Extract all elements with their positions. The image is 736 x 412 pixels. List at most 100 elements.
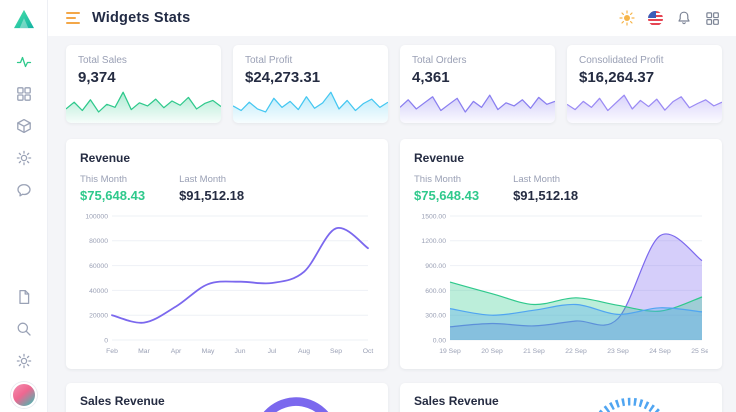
this-month-label: This Month <box>80 174 127 185</box>
user-avatar[interactable] <box>10 382 37 408</box>
sidebar-item-packages[interactable] <box>9 111 39 141</box>
svg-text:Mar: Mar <box>138 348 150 355</box>
revenue-row: Revenue This Month $75,648.43 Last Month… <box>66 139 722 369</box>
svg-text:300.00: 300.00 <box>425 313 446 320</box>
total-sales-sparkline <box>66 91 221 123</box>
file-icon <box>18 289 29 305</box>
last-month-label: Last Month <box>513 174 561 185</box>
svg-text:Jul: Jul <box>268 348 277 355</box>
sales-revenue-row: Sales Revenue $9,641.36 Sales Revenue $9… <box>66 383 722 412</box>
stat-label: Consolidated Profit <box>579 55 664 66</box>
content: Total Sales 9,374 Total Profit $24,273.3… <box>48 36 736 412</box>
last-month-label: Last Month <box>179 174 227 185</box>
svg-text:0.00: 0.00 <box>433 337 446 344</box>
page-title: Widgets Stats <box>92 10 191 26</box>
stat-value: $16,264.37 <box>579 69 655 86</box>
menu-toggle-icon[interactable] <box>66 12 80 24</box>
sales-revenue-card-left: Sales Revenue $9,641.36 <box>66 383 388 412</box>
search-icon <box>17 322 31 336</box>
theme-toggle-button[interactable] <box>619 10 635 26</box>
svg-text:Jun: Jun <box>235 348 246 355</box>
sidebar-item-activity[interactable] <box>9 47 39 77</box>
svg-text:1500.00: 1500.00 <box>421 213 446 220</box>
sidebar-item-search[interactable] <box>9 314 39 344</box>
cube-icon <box>16 118 31 134</box>
svg-text:20 Sep: 20 Sep <box>481 348 503 355</box>
notifications-button[interactable] <box>676 10 692 26</box>
revenue-stats: This Month $75,648.43 Last Month $91,512… <box>80 174 374 203</box>
svg-text:600.00: 600.00 <box>425 288 446 295</box>
total-profit-sparkline <box>233 91 388 123</box>
svg-text:Apr: Apr <box>171 348 182 355</box>
this-month-label: This Month <box>414 174 461 185</box>
revenue-area-card: Revenue This Month $75,648.43 Last Month… <box>400 139 722 369</box>
last-month-value: $91,512.18 <box>179 188 245 203</box>
total-orders-sparkline <box>400 94 555 123</box>
revenue-line-chart: 0 20000 40000 60000 80000 100000 Feb Mar Apr May J… <box>85 213 374 355</box>
revenue-area-chart: 0.00 300.00 600.00 900.00 1200.00 1500.00 19 S… <box>421 213 708 355</box>
svg-text:25 Sep: 25 Sep <box>691 348 708 355</box>
sun-icon <box>619 10 635 26</box>
last-month-value: $91,512.18 <box>513 188 579 203</box>
apps-menu-button[interactable] <box>705 11 720 26</box>
svg-text:22 Sep: 22 Sep <box>565 348 587 355</box>
card-title: Sales Revenue <box>80 394 165 408</box>
stat-card-total-profit: Total Profit $24,273.31 <box>233 45 388 123</box>
brand-logo[interactable] <box>13 9 35 34</box>
grid-icon <box>16 87 31 101</box>
stat-value: 4,361 <box>412 69 450 86</box>
stats-row: Total Sales 9,374 Total Profit $24,273.3… <box>66 45 722 123</box>
stat-value: $24,273.31 <box>245 69 321 86</box>
main-area: Widgets Stats <box>48 0 736 412</box>
stat-label: Total Sales <box>78 55 127 66</box>
card-title: Revenue <box>414 151 465 165</box>
stat-label: Total Profit <box>245 55 293 66</box>
settings-icon <box>16 353 31 369</box>
card-title: Sales Revenue <box>414 394 499 408</box>
top-bar: Widgets Stats <box>48 0 736 36</box>
sidebar-item-settings[interactable] <box>9 143 39 173</box>
sidebar-item-widgets[interactable] <box>9 79 39 109</box>
sales-revenue-card-right: Sales Revenue $9,641.36 <box>400 383 722 412</box>
svg-text:20000: 20000 <box>89 313 108 320</box>
stat-value: 9,374 <box>78 69 116 86</box>
svg-text:900.00: 900.00 <box>425 263 446 270</box>
svg-text:100000: 100000 <box>85 213 108 220</box>
svg-text:23 Sep: 23 Sep <box>607 348 629 355</box>
svg-text:May: May <box>202 348 215 355</box>
apps-grid-icon <box>706 11 719 25</box>
svg-text:Sep: Sep <box>330 348 342 355</box>
svg-text:Oct: Oct <box>363 348 374 355</box>
stat-card-total-sales: Total Sales 9,374 <box>66 45 221 123</box>
svg-text:Aug: Aug <box>298 348 310 355</box>
us-flag-icon <box>648 10 663 26</box>
brand-triangle-icon <box>13 9 34 29</box>
language-selector-button[interactable] <box>648 10 663 26</box>
sidebar <box>0 0 48 412</box>
card-title: Revenue <box>80 151 131 165</box>
stat-card-consolidated-profit: Consolidated Profit $16,264.37 <box>567 45 722 123</box>
stat-card-total-orders: Total Orders 4,361 <box>400 45 555 123</box>
svg-text:0: 0 <box>104 337 108 344</box>
sidebar-item-chat[interactable] <box>9 175 39 205</box>
chat-icon <box>16 183 31 197</box>
svg-text:19 Sep: 19 Sep <box>439 348 461 355</box>
svg-text:1200.00: 1200.00 <box>421 238 446 245</box>
consolidated-profit-sparkline <box>567 94 722 123</box>
svg-text:Feb: Feb <box>106 348 118 355</box>
topbar-actions <box>619 10 720 26</box>
revenue-stats: This Month $75,648.43 Last Month $91,512… <box>414 174 708 203</box>
sidebar-item-docs[interactable] <box>9 282 39 312</box>
svg-text:24 Sep: 24 Sep <box>649 348 671 355</box>
sales-revenue-donut-chart <box>253 397 339 412</box>
sales-revenue-radial-chart <box>598 397 662 412</box>
gear-icon <box>16 150 31 166</box>
svg-text:21 Sep: 21 Sep <box>523 348 545 355</box>
bell-icon <box>678 11 690 25</box>
this-month-value: $75,648.43 <box>80 188 146 203</box>
sidebar-item-preferences[interactable] <box>9 346 39 376</box>
svg-text:40000: 40000 <box>89 288 108 295</box>
svg-text:60000: 60000 <box>89 263 108 270</box>
activity-icon <box>16 56 31 68</box>
revenue-line-card: Revenue This Month $75,648.43 Last Month… <box>66 139 388 369</box>
